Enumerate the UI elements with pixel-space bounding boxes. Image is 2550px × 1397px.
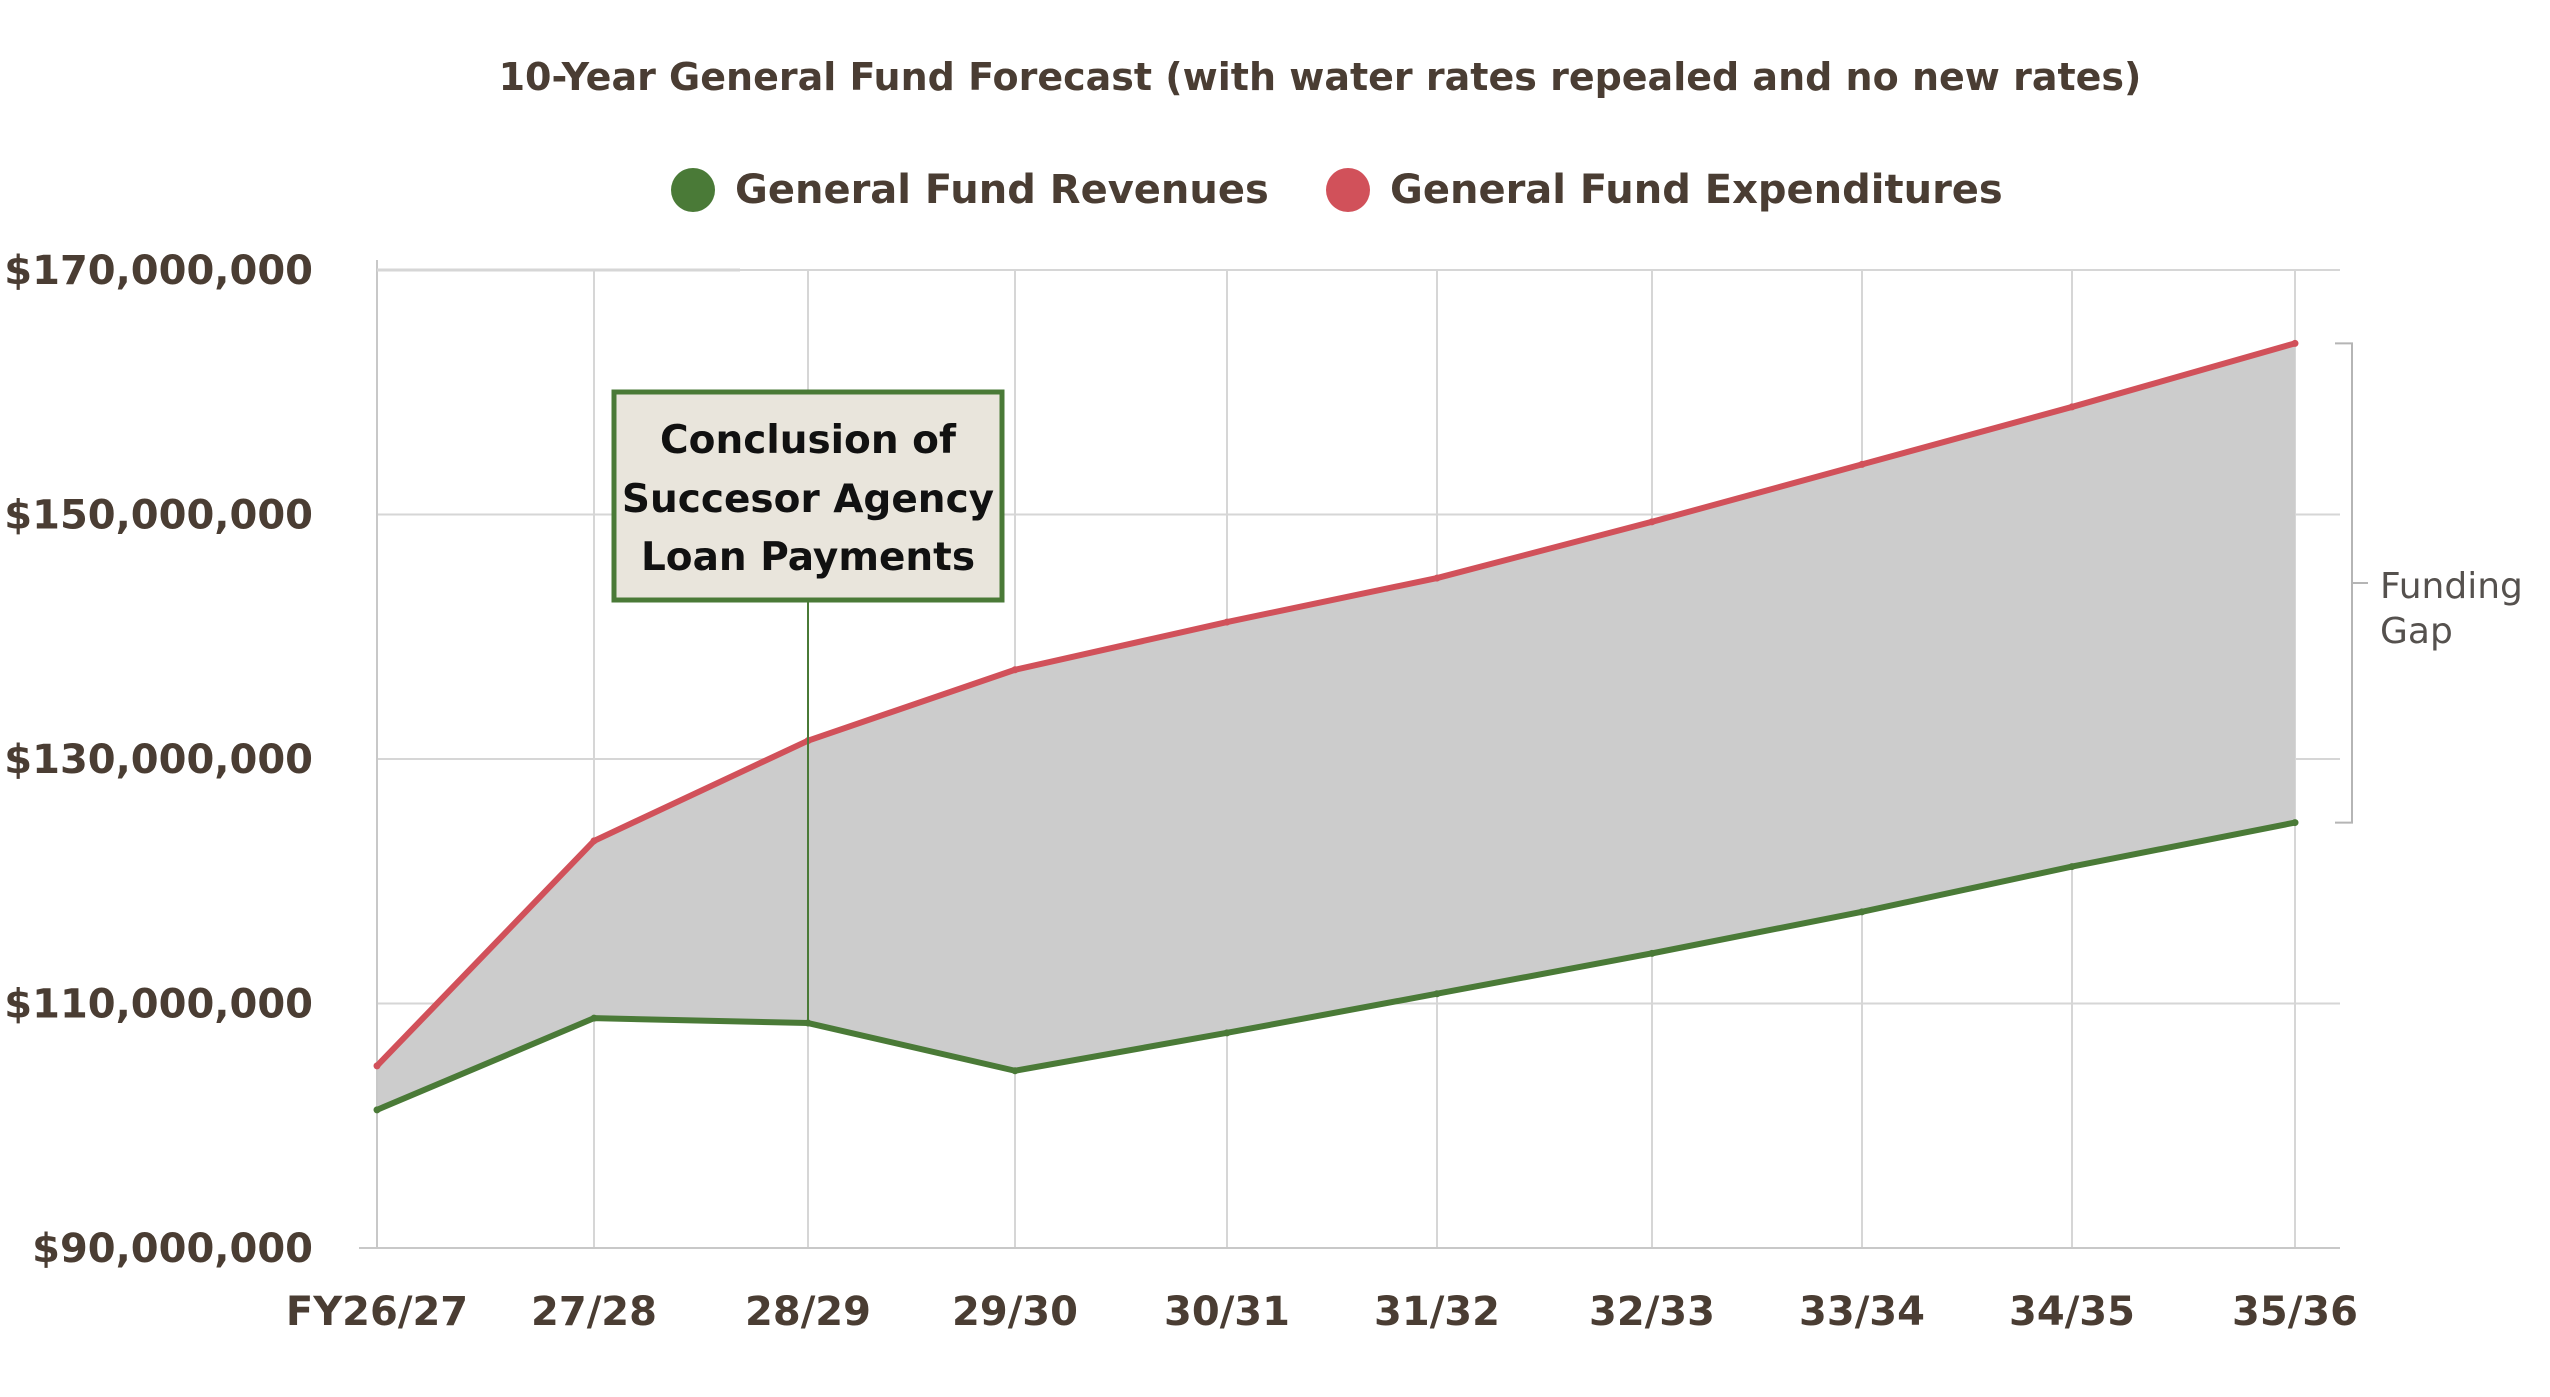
x-tick-label: 32/33 xyxy=(1589,1289,1715,1335)
x-tick-labels: FY26/27 27/28 28/29 29/30 30/31 31/32 32/33 33/… xyxy=(286,1289,2358,1335)
revenues-point-1 xyxy=(590,1014,598,1022)
x-tick-label: 33/34 xyxy=(1799,1289,1925,1335)
x-tick-label: 30/31 xyxy=(1164,1289,1290,1335)
expenditures-point-5 xyxy=(1433,574,1441,582)
revenues-point-6 xyxy=(1648,949,1656,957)
axes xyxy=(359,260,2340,1249)
x-tick-label: 35/36 xyxy=(2232,1289,2358,1335)
revenues-point-4 xyxy=(1223,1029,1231,1037)
legend-marker-revenues xyxy=(671,168,715,212)
expenditures-line xyxy=(374,340,2298,1069)
revenues-point-0 xyxy=(373,1106,381,1114)
y-tick-label: $170,000,000 xyxy=(4,248,313,294)
annotation-line-3: Loan Payments xyxy=(641,535,975,580)
expenditures-point-4 xyxy=(1223,618,1231,626)
annotation-line-2: Succesor Agency xyxy=(622,477,994,522)
expenditures-point-7 xyxy=(1858,460,1866,468)
expenditures-point-0 xyxy=(373,1062,381,1070)
funding-gap-bracket: Funding Gap xyxy=(2335,342,2523,824)
funding-gap-label-line-2: Gap xyxy=(2380,611,2453,652)
legend-marker-expenditures xyxy=(1326,168,1370,212)
expenditures-point-6 xyxy=(1648,518,1656,526)
chart-legend: General Fund Revenues General Fund Expen… xyxy=(671,167,2003,213)
expenditures-point-1 xyxy=(590,837,598,845)
revenues-point-8 xyxy=(2068,863,2076,871)
revenues-line xyxy=(374,819,2298,1113)
x-tick-label: 28/29 xyxy=(745,1289,871,1335)
y-tick-label: $110,000,000 xyxy=(4,982,313,1028)
expenditures-point-9 xyxy=(2291,339,2299,347)
y-tick-label: $130,000,000 xyxy=(4,737,313,783)
revenues-point-5 xyxy=(1433,990,1441,998)
x-tick-label: FY26/27 xyxy=(286,1289,468,1335)
legend-label-revenues: General Fund Revenues xyxy=(735,167,1269,213)
annotation-line-1: Conclusion of xyxy=(660,418,957,463)
funding-gap-label-line-1: Funding xyxy=(2380,566,2523,607)
revenues-point-3 xyxy=(1011,1067,1019,1075)
legend-label-expenditures: General Fund Expenditures xyxy=(1390,167,2003,213)
expenditures-point-8 xyxy=(2068,403,2076,411)
x-tick-label: 34/35 xyxy=(2009,1289,2135,1335)
chart-title: 10-Year General Fund Forecast (with wate… xyxy=(499,55,2142,99)
expenditures-point-3 xyxy=(1011,666,1019,674)
x-tick-label: 27/28 xyxy=(531,1289,657,1335)
loan-payments-annotation: Conclusion of Succesor Agency Loan Payme… xyxy=(611,389,1005,1024)
x-tick-label: 29/30 xyxy=(952,1289,1078,1335)
y-tick-label: $90,000,000 xyxy=(32,1226,313,1272)
series-lines xyxy=(373,339,2299,1114)
revenues-point-9 xyxy=(2291,819,2299,827)
y-tick-label: $150,000,000 xyxy=(4,493,313,539)
annotation-box xyxy=(611,389,1005,603)
y-tick-labels: $90,000,000 $110,000,000 $130,000,000 $150,… xyxy=(4,248,313,1272)
bracket-line xyxy=(2335,342,2368,824)
revenues-point-7 xyxy=(1858,908,1866,916)
x-tick-label: 31/32 xyxy=(1374,1289,1500,1335)
revenues-point-2 xyxy=(804,1019,812,1027)
